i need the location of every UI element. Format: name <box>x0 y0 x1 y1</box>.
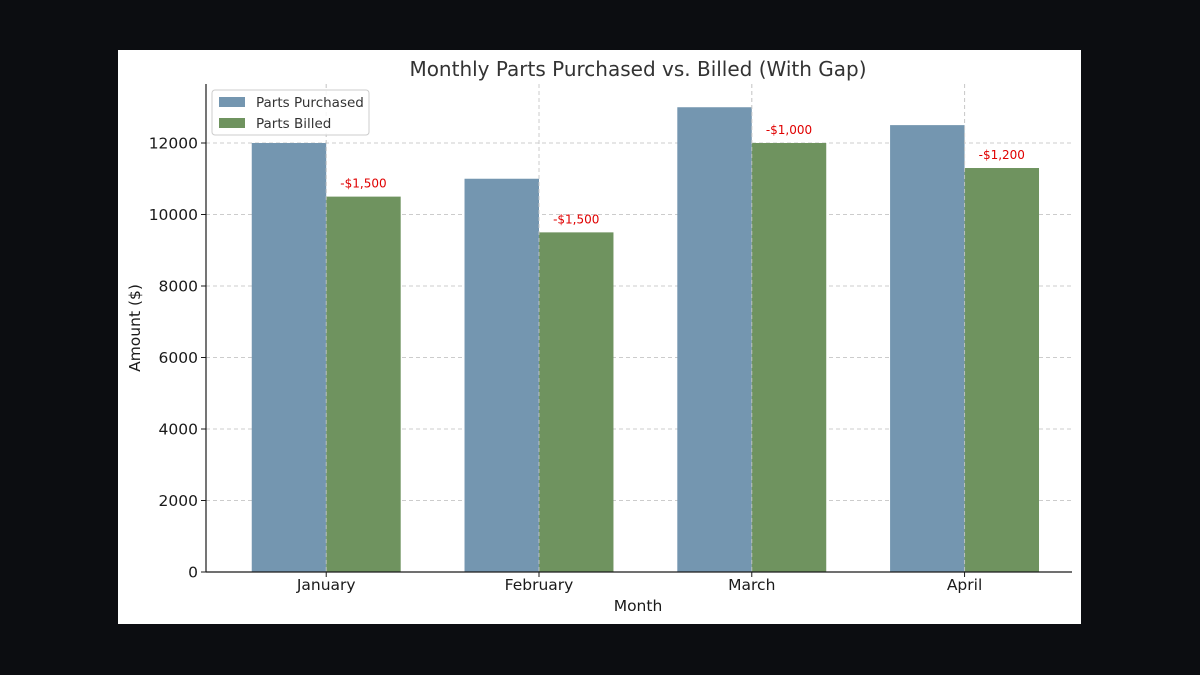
bar-parts-purchased-april <box>890 125 965 572</box>
bar-parts-billed-january <box>326 196 401 572</box>
y-axis-label: Amount ($) <box>126 284 144 372</box>
bar-parts-billed-march <box>751 142 827 572</box>
axes <box>205 84 1072 573</box>
y-tick-label: 4000 <box>159 420 198 438</box>
chart-title: Monthly Parts Purchased vs. Billed (With… <box>409 57 866 81</box>
gap-annotations: -$1,500 -$1,500 -$1,000 -$1,200 <box>340 123 1025 226</box>
x-tick-label: April <box>947 576 982 594</box>
x-tick-label: January <box>296 576 356 594</box>
bar-parts-purchased-january <box>251 142 327 572</box>
gap-annotation: -$1,500 <box>340 177 386 191</box>
legend-box <box>211 89 370 136</box>
y-tick-label: 0 <box>188 564 198 582</box>
x-tick-label: February <box>505 576 574 594</box>
y-tick-label: 8000 <box>159 277 198 295</box>
bar-parts-purchased-march <box>677 107 752 572</box>
bars <box>251 84 1040 572</box>
x-ticks: January February March April <box>296 572 982 594</box>
gap-annotation: -$1,000 <box>766 123 812 137</box>
legend-swatch <box>219 97 245 107</box>
legend-swatch <box>219 118 245 128</box>
gap-annotation: -$1,200 <box>979 148 1025 162</box>
y-tick-label: 10000 <box>149 206 198 224</box>
y-ticks: 0 2000 4000 6000 8000 10000 12000 <box>149 134 206 582</box>
x-axis-label: Month <box>614 597 663 615</box>
x-tick-label: March <box>728 576 775 594</box>
bar-parts-billed-april <box>964 168 1040 572</box>
legend: Parts Purchased Parts Billed <box>211 89 370 136</box>
y-tick-label: 2000 <box>159 492 198 510</box>
bar-chart: Monthly Parts Purchased vs. Billed (With… <box>126 57 1072 615</box>
legend-label: Parts Purchased <box>256 95 364 111</box>
gap-annotation: -$1,500 <box>553 212 599 226</box>
y-tick-label: 12000 <box>149 134 198 152</box>
chart-figure: Monthly Parts Purchased vs. Billed (With… <box>118 50 1081 624</box>
bar-parts-billed-february <box>538 232 614 572</box>
legend-label: Parts Billed <box>256 116 331 132</box>
bar-parts-purchased-february <box>464 178 539 572</box>
y-tick-label: 6000 <box>159 349 198 367</box>
